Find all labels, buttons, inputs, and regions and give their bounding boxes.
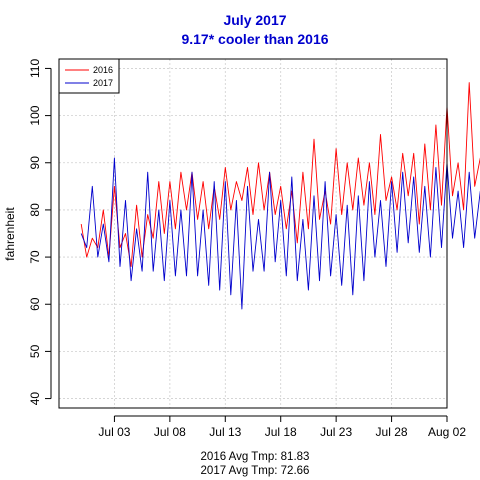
legend: 2016 2017 (58, 58, 120, 94)
y-tick-label: 70 (28, 250, 42, 264)
legend-label-2017: 2017 (93, 78, 113, 88)
series-line-2016 (80, 82, 480, 267)
x-tick-label: Jul 28 (376, 425, 408, 439)
x-tick-label: Jul 08 (154, 425, 186, 439)
series-layer (80, 82, 480, 310)
x-tick-label: Jul 23 (320, 425, 352, 439)
x-tick-label: Jul 18 (265, 425, 297, 439)
x-tick-label: Aug 02 (428, 425, 466, 439)
avg-2017-annotation: 2017 Avg Tmp: 72.66 (201, 465, 310, 477)
legend-label-2016: 2016 (93, 65, 113, 75)
y-axis: 40 50 60 70 80 90 100 110 (28, 59, 52, 406)
plot-frame (58, 58, 448, 409)
y-tick-label: 90 (28, 156, 42, 170)
series-line-2017 (80, 157, 480, 310)
y-tick-label: 40 (28, 392, 42, 406)
x-axis: Jul 03 Jul 08 Jul 13 Jul 18 Jul 23 Jul 28 Aug … (98, 415, 466, 439)
x-tick-label: Jul 13 (209, 425, 241, 439)
y-tick-label: 100 (28, 105, 42, 125)
chart-title: July 2017 (223, 12, 286, 28)
chart-subtitle: 9.17* cooler than 2016 (181, 31, 328, 47)
x-tick-label: Jul 03 (98, 425, 130, 439)
y-tick-label: 110 (28, 59, 42, 78)
legend-box (58, 58, 120, 94)
avg-2016-annotation: 2016 Avg Tmp: 81.83 (201, 451, 310, 463)
y-tick-label: 50 (28, 344, 42, 358)
grid (59, 59, 448, 408)
y-tick-label: 80 (28, 203, 42, 217)
y-tick-label: 60 (28, 297, 42, 311)
y-axis-label: fahrenheit (3, 207, 17, 261)
